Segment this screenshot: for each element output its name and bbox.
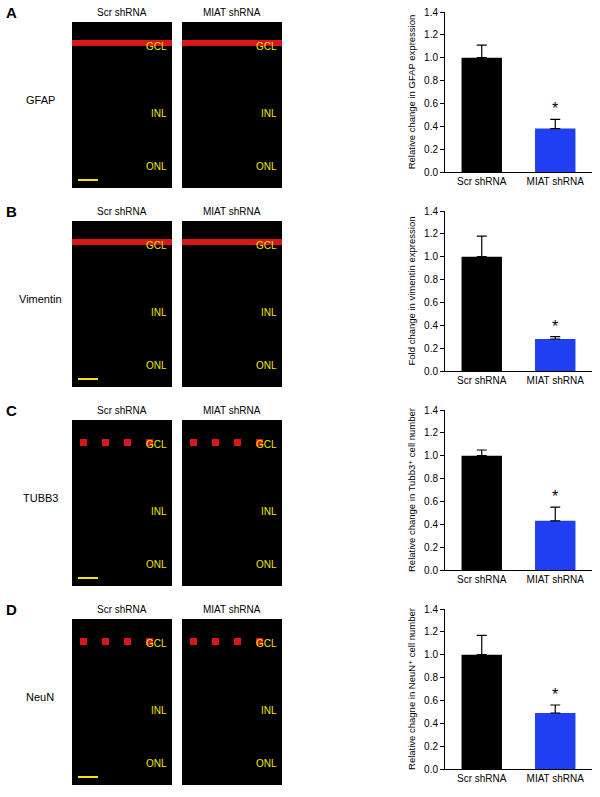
svg-text:Scr shRNA: Scr shRNA [97,604,147,615]
svg-text:C: C [6,402,17,419]
svg-text:*: * [552,100,558,117]
svg-text:Relative change in GFAP expres: Relative change in GFAP expression [406,15,417,170]
svg-text:Relative chagne in NeuN⁺ cell: Relative chagne in NeuN⁺ cell number [406,608,417,770]
svg-text:INL: INL [151,108,167,119]
svg-text:GCL: GCL [146,41,167,52]
svg-text:0.8: 0.8 [424,473,438,484]
svg-text:0.6: 0.6 [424,496,438,507]
svg-text:INL: INL [261,307,277,318]
svg-text:ONL: ONL [146,161,167,172]
svg-text:1.2: 1.2 [424,29,438,40]
svg-text:Relative change in Tubb3⁺ cell: Relative change in Tubb3⁺ cell number [406,408,417,572]
svg-text:0.6: 0.6 [424,695,438,706]
svg-text:0.4: 0.4 [424,519,438,530]
svg-text:0.2: 0.2 [424,144,438,155]
svg-text:Scr shRNA: Scr shRNA [97,7,147,18]
svg-text:Vimentin: Vimentin [19,293,62,305]
svg-text:1.0: 1.0 [424,251,438,262]
svg-text:0.6: 0.6 [424,297,438,308]
svg-text:NeuN: NeuN [26,691,54,703]
svg-text:0.8: 0.8 [424,672,438,683]
svg-text:GCL: GCL [256,240,277,251]
svg-text:Scr shRNA: Scr shRNA [457,773,507,784]
svg-text:0.8: 0.8 [424,75,438,86]
svg-text:Scr shRNA: Scr shRNA [457,176,507,187]
svg-text:B: B [6,203,17,220]
svg-text:1.4: 1.4 [424,7,438,18]
svg-text:GCL: GCL [256,41,277,52]
svg-text:1.2: 1.2 [424,228,438,239]
svg-text:ONL: ONL [256,559,277,570]
svg-text:1.0: 1.0 [424,649,438,660]
svg-text:GFAP: GFAP [26,94,55,106]
svg-text:0.0: 0.0 [424,167,438,178]
svg-text:MIAT shRNA: MIAT shRNA [527,574,585,585]
svg-text:ONL: ONL [146,360,167,371]
svg-text:Scr shRNA: Scr shRNA [457,574,507,585]
svg-text:0.4: 0.4 [424,320,438,331]
svg-text:GCL: GCL [256,638,277,649]
svg-text:0.0: 0.0 [424,366,438,377]
svg-text:MIAT shRNA: MIAT shRNA [203,604,261,615]
svg-text:0.4: 0.4 [424,718,438,729]
svg-text:INL: INL [151,506,167,517]
svg-text:GCL: GCL [146,240,167,251]
svg-text:GCL: GCL [146,638,167,649]
svg-text:ONL: ONL [146,559,167,570]
svg-text:0.0: 0.0 [424,764,438,775]
svg-text:1.4: 1.4 [424,405,438,416]
svg-text:Fold change in vimentin expres: Fold change in vimentin expression [406,217,417,366]
svg-text:*: * [552,686,558,703]
svg-text:MIAT shRNA: MIAT shRNA [203,7,261,18]
svg-text:INL: INL [151,307,167,318]
svg-text:0.8: 0.8 [424,274,438,285]
svg-text:TUBB3: TUBB3 [23,492,58,504]
svg-text:MIAT shRNA: MIAT shRNA [527,176,585,187]
svg-text:0.2: 0.2 [424,741,438,752]
svg-text:GCL: GCL [146,439,167,450]
svg-text:1.2: 1.2 [424,427,438,438]
svg-text:D: D [6,601,17,618]
svg-text:1.4: 1.4 [424,604,438,615]
svg-text:1.0: 1.0 [424,450,438,461]
svg-text:*: * [552,488,558,505]
svg-text:ONL: ONL [256,360,277,371]
svg-text:INL: INL [261,506,277,517]
svg-text:INL: INL [261,108,277,119]
svg-text:MIAT shRNA: MIAT shRNA [203,206,261,217]
svg-text:0.4: 0.4 [424,121,438,132]
svg-text:ONL: ONL [256,758,277,769]
svg-text:1.4: 1.4 [424,206,438,217]
svg-text:0.6: 0.6 [424,98,438,109]
svg-text:ONL: ONL [146,758,167,769]
svg-text:ONL: ONL [256,161,277,172]
svg-text:MIAT shRNA: MIAT shRNA [527,375,585,386]
svg-text:Scr shRNA: Scr shRNA [97,206,147,217]
svg-text:Scr shRNA: Scr shRNA [97,405,147,416]
svg-text:0.2: 0.2 [424,542,438,553]
svg-text:*: * [552,318,558,335]
svg-text:0.2: 0.2 [424,343,438,354]
svg-text:1.0: 1.0 [424,52,438,63]
svg-text:A: A [6,4,17,21]
svg-text:MIAT shRNA: MIAT shRNA [527,773,585,784]
svg-text:INL: INL [261,705,277,716]
svg-text:Scr shRNA: Scr shRNA [457,375,507,386]
svg-text:GCL: GCL [256,439,277,450]
svg-text:0.0: 0.0 [424,565,438,576]
svg-text:MIAT shRNA: MIAT shRNA [203,405,261,416]
svg-text:INL: INL [151,705,167,716]
svg-text:1.2: 1.2 [424,626,438,637]
